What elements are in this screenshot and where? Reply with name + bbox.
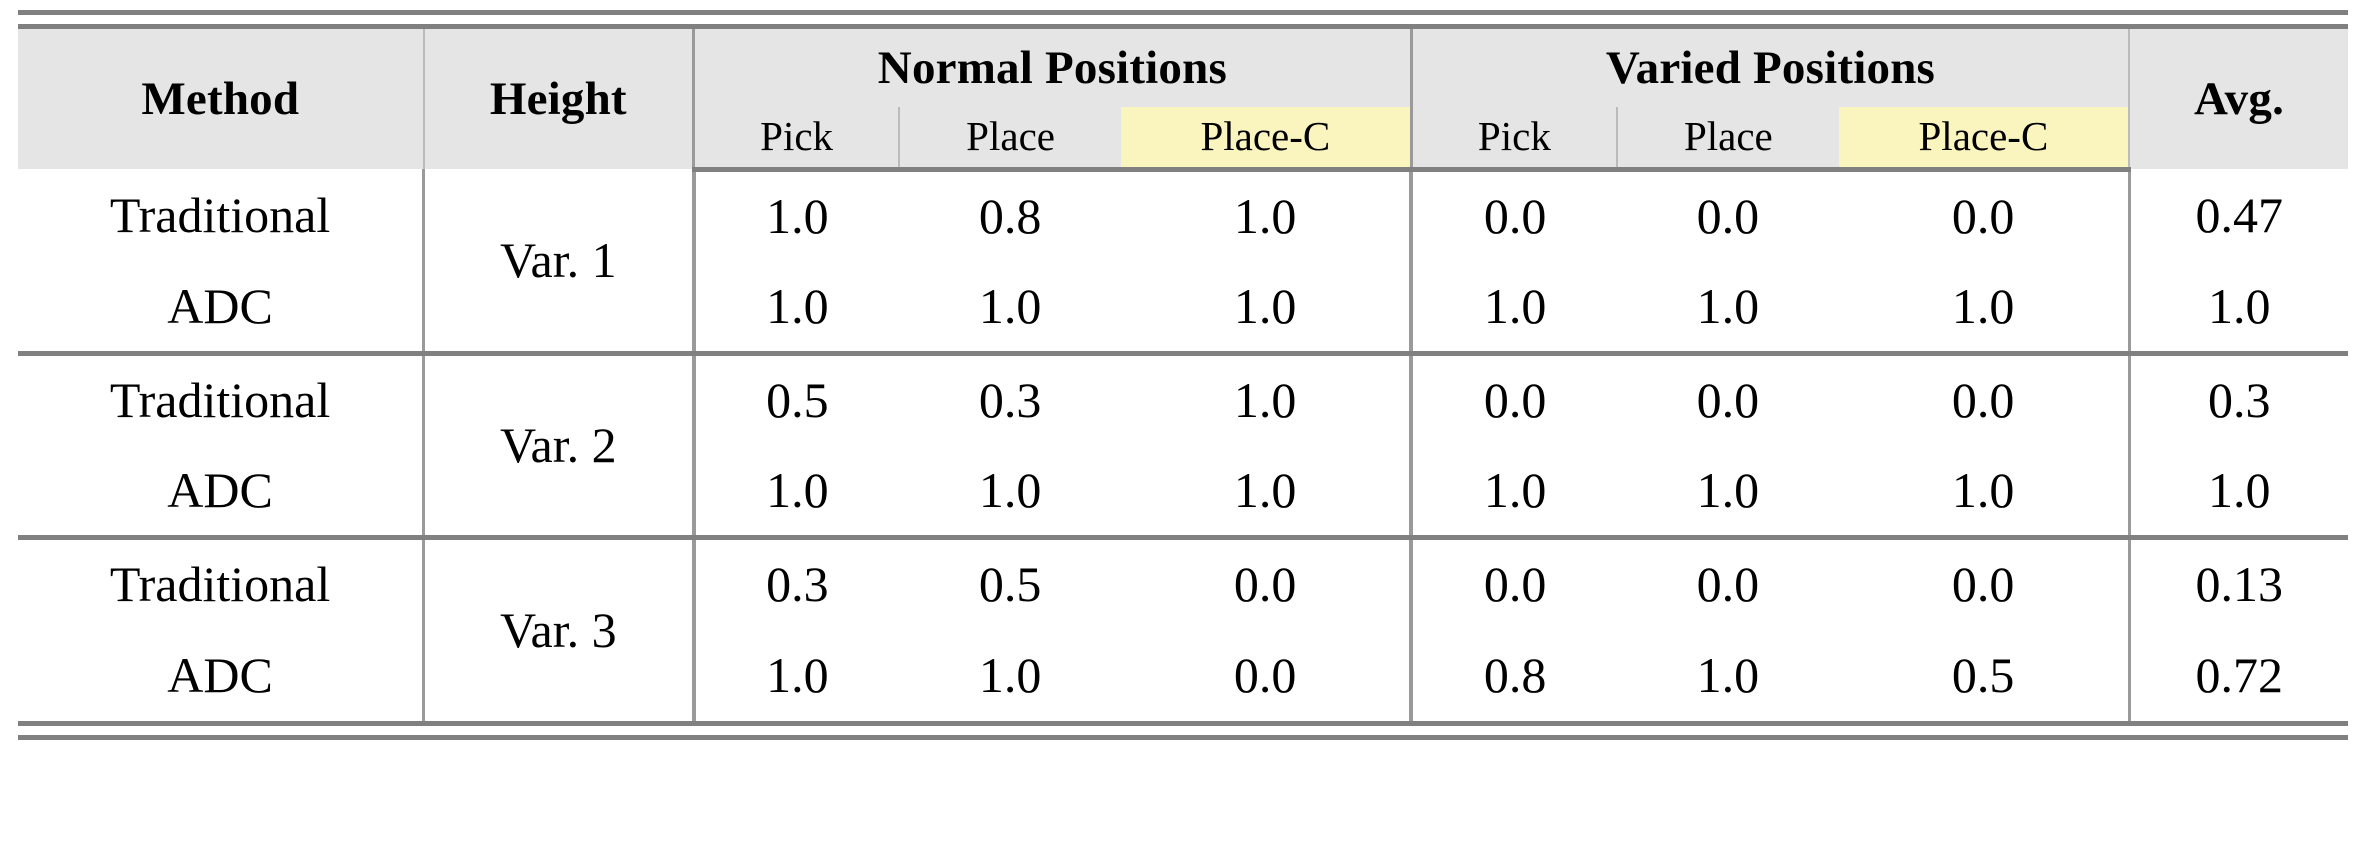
cell-varied-place: 0.0 — [1616, 534, 1839, 629]
cell-varied-pick: 1.0 — [1409, 261, 1617, 353]
cell-method: ADC — [18, 629, 424, 721]
cell-varied-place: 0.0 — [1616, 169, 1839, 261]
results-table-container: Method Height Normal Positions Varied Po… — [18, 10, 2348, 740]
cell-normal-place: 0.8 — [899, 169, 1121, 261]
cell-normal-place: 1.0 — [899, 629, 1121, 721]
cell-normal-place-c: 1.0 — [1120, 350, 1412, 445]
cell-height: Var. 1 — [422, 169, 694, 353]
cell-avg: 0.13 — [2127, 534, 2348, 629]
cell-method: Traditional — [18, 350, 424, 445]
cell-normal-pick: 1.0 — [691, 629, 900, 721]
table-body: Traditional Var. 1 1.0 0.8 1.0 0.0 0.0 0… — [18, 169, 2348, 721]
cell-varied-place-c: 0.0 — [1838, 534, 2130, 629]
sub-column-header-varied-place: Place — [1615, 107, 1839, 172]
table-bottom-outer-rule — [18, 735, 2348, 740]
cell-avg: 0.3 — [2127, 350, 2348, 445]
cell-normal-pick: 1.0 — [691, 169, 900, 261]
cell-normal-pick: 1.0 — [691, 261, 900, 353]
cell-varied-pick: 1.0 — [1409, 445, 1617, 537]
cell-normal-place-c: 1.0 — [1120, 445, 1412, 537]
cell-avg: 0.72 — [2127, 629, 2348, 721]
column-header-method: Method — [18, 29, 424, 169]
table-row: Traditional Var. 1 1.0 0.8 1.0 0.0 0.0 0… — [18, 169, 2348, 353]
cell-avg: 0.47 — [2127, 169, 2348, 261]
cell-method: ADC — [18, 445, 424, 537]
cell-avg: 1.0 — [2127, 445, 2348, 537]
table-row: ADC 1.0 1.0 0.0 0.8 1.0 0.5 0.72 — [18, 629, 2348, 721]
cell-varied-place-c: 0.0 — [1838, 169, 2130, 261]
column-header-height: Height — [422, 29, 694, 169]
cell-normal-place-c: 1.0 — [1120, 261, 1412, 353]
cell-normal-pick: 1.0 — [691, 445, 900, 537]
cell-normal-place: 0.5 — [899, 534, 1121, 629]
table-row: Traditional Var. 3 0.3 0.5 0.0 0.0 0.0 0… — [18, 534, 2348, 721]
table-top-outer-rule — [18, 10, 2348, 15]
table-bottom-inner-rule — [18, 721, 2348, 726]
cell-varied-place: 1.0 — [1616, 445, 1839, 537]
header-row-groups: Method Height Normal Positions Varied Po… — [18, 29, 2348, 169]
cell-method: Traditional — [18, 169, 424, 261]
cell-height: Var. 2 — [422, 350, 694, 537]
table-row: ADC 1.0 1.0 1.0 1.0 1.0 1.0 1.0 — [18, 261, 2348, 353]
cell-varied-place-c: 0.0 — [1838, 350, 2130, 445]
cell-varied-pick: 0.0 — [1409, 350, 1617, 445]
cell-avg: 1.0 — [2127, 261, 2348, 353]
table-header: Method Height Normal Positions Varied Po… — [18, 29, 2348, 172]
cell-normal-place: 1.0 — [899, 261, 1121, 353]
column-group-header-normal-positions: Normal Positions — [692, 29, 1412, 107]
cell-normal-pick: 0.3 — [691, 534, 900, 629]
cell-normal-pick: 0.5 — [691, 350, 900, 445]
sub-column-header-normal-place: Place — [898, 107, 1121, 172]
cell-varied-place: 0.0 — [1616, 350, 1839, 445]
table-row: ADC 1.0 1.0 1.0 1.0 1.0 1.0 1.0 — [18, 445, 2348, 537]
cell-normal-place-c: 1.0 — [1120, 169, 1412, 261]
column-header-avg: Avg. — [2128, 29, 2348, 169]
cell-varied-pick: 0.8 — [1409, 629, 1617, 721]
cell-varied-place: 1.0 — [1616, 629, 1839, 721]
sub-column-header-normal-pick: Pick — [692, 107, 900, 172]
cell-method: ADC — [18, 261, 424, 353]
cell-height: Var. 3 — [422, 534, 694, 721]
cell-normal-place: 0.3 — [899, 350, 1121, 445]
cell-varied-place-c: 1.0 — [1838, 261, 2130, 353]
cell-varied-place: 1.0 — [1616, 261, 1839, 353]
cell-method: Traditional — [18, 534, 424, 629]
table-top-inner-rule — [18, 24, 2348, 29]
cell-varied-place-c: 0.5 — [1838, 629, 2130, 721]
cell-normal-place-c: 0.0 — [1120, 629, 1412, 721]
cell-varied-pick: 0.0 — [1409, 534, 1617, 629]
sub-column-header-varied-pick: Pick — [1409, 107, 1617, 172]
cell-varied-pick: 0.0 — [1409, 169, 1617, 261]
sub-column-header-varied-place-c: Place-C — [1838, 107, 2130, 172]
sub-column-header-normal-place-c: Place-C — [1120, 107, 1412, 172]
header-row-subcolumns: Pick Place Place-C Pick Place Place-C — [18, 107, 2348, 172]
table-row: Traditional Var. 2 0.5 0.3 1.0 0.0 0.0 0… — [18, 350, 2348, 537]
table-top-rule-gap — [18, 15, 2348, 24]
results-table: Method Height Normal Positions Varied Po… — [18, 29, 2348, 721]
table-bottom-rule-gap — [18, 726, 2348, 735]
cell-normal-place: 1.0 — [899, 445, 1121, 537]
cell-normal-place-c: 0.0 — [1120, 534, 1412, 629]
cell-varied-place-c: 1.0 — [1838, 445, 2130, 537]
column-group-header-varied-positions: Varied Positions — [1409, 29, 2130, 107]
